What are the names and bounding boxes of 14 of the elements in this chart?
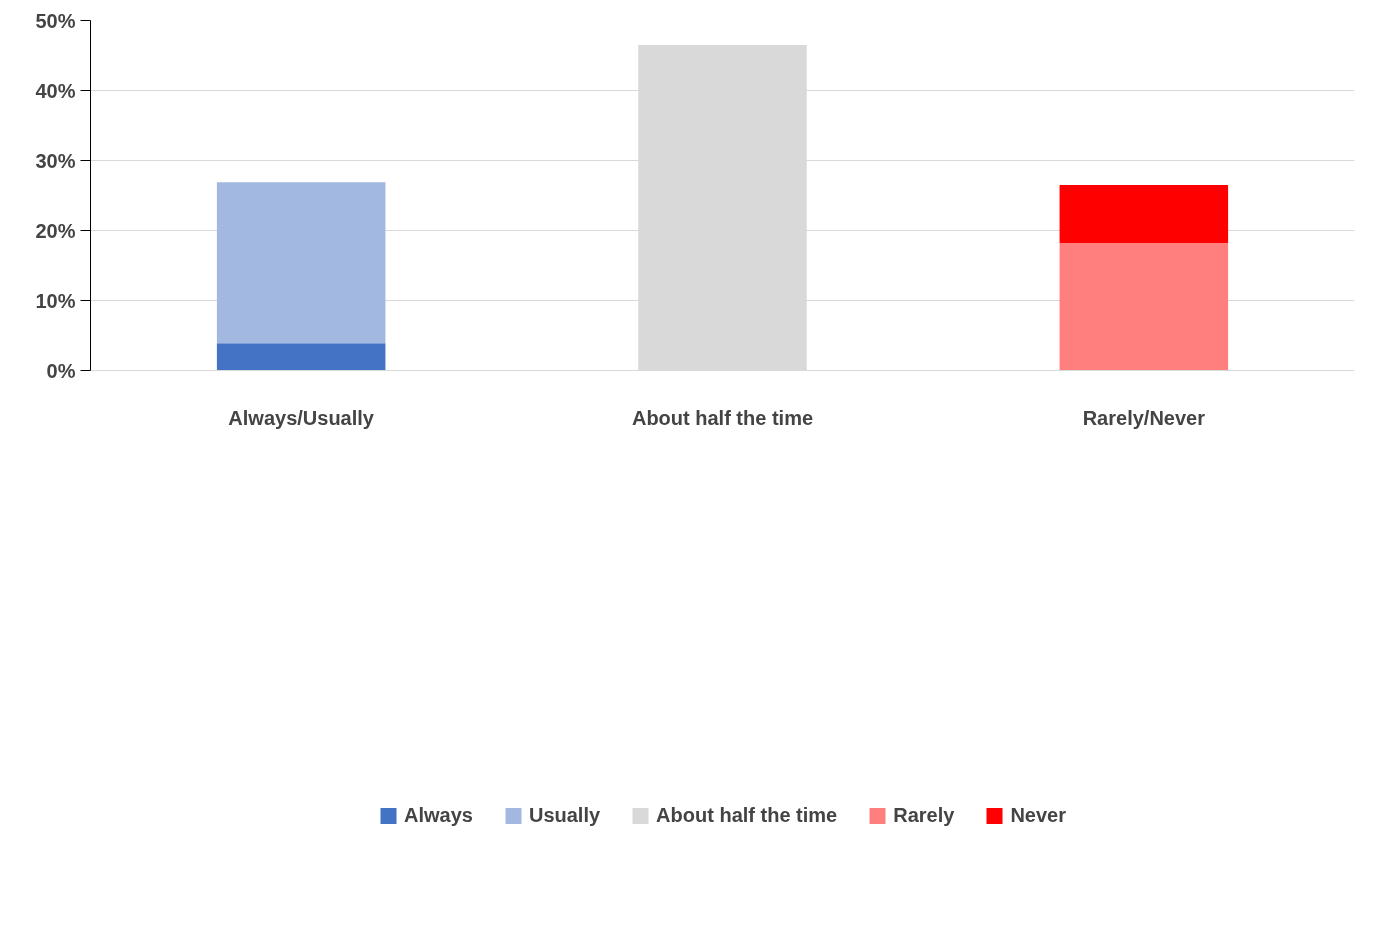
legend-label: Usually (528, 803, 601, 827)
x-tick-label: Always/Usually (228, 406, 375, 429)
y-tick-label: 10% (35, 289, 76, 312)
legend-label: Never (1010, 803, 1066, 827)
y-tick-label: 0% (46, 359, 76, 382)
legend-label: Always (404, 803, 473, 827)
y-tick-label: 30% (35, 149, 76, 172)
x-tick-label: About half the time (631, 406, 814, 429)
y-tick-label: 20% (35, 219, 76, 242)
y-tick-label: 50% (35, 9, 76, 32)
x-tick-label: Rarely/Never (1082, 406, 1206, 429)
y-tick-label: 40% (35, 79, 76, 102)
legend-label: Rarely (893, 803, 955, 827)
legend-label: About half the time (656, 803, 838, 827)
